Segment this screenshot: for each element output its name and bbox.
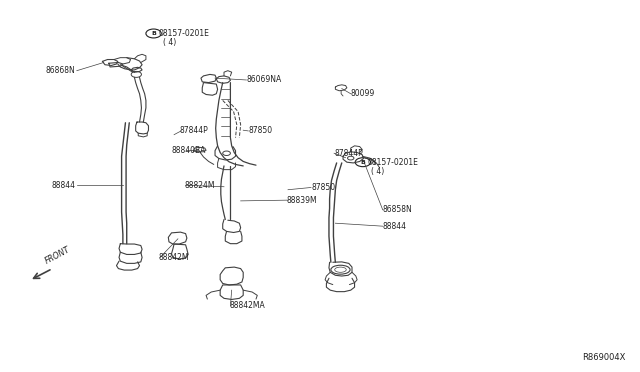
Text: R869004X: R869004X — [582, 353, 626, 362]
Text: 86858N: 86858N — [383, 205, 412, 214]
Text: FRONT: FRONT — [44, 245, 72, 266]
Text: 88842M: 88842M — [159, 253, 189, 262]
Text: 87844P: 87844P — [179, 126, 208, 135]
Text: 88844: 88844 — [383, 222, 407, 231]
Text: 08157-0201E: 08157-0201E — [368, 158, 419, 167]
Text: 88842MA: 88842MA — [229, 301, 265, 310]
Text: 87850: 87850 — [311, 183, 335, 192]
Text: ( 4): ( 4) — [163, 38, 177, 47]
Text: 87844P: 87844P — [334, 149, 363, 158]
Text: 08157-0201E: 08157-0201E — [159, 29, 209, 38]
Text: 86069NA: 86069NA — [246, 76, 282, 84]
Text: 87850: 87850 — [248, 126, 273, 135]
Text: B: B — [151, 31, 156, 36]
Text: 88839M: 88839M — [287, 196, 317, 205]
Text: 88844: 88844 — [51, 181, 76, 190]
Text: 86868N: 86868N — [46, 66, 76, 75]
Text: ( 4): ( 4) — [371, 167, 385, 176]
Text: 80099: 80099 — [351, 89, 375, 98]
Text: 88840BA: 88840BA — [172, 146, 206, 155]
Text: 88824M: 88824M — [184, 181, 215, 190]
Text: B: B — [360, 160, 365, 165]
